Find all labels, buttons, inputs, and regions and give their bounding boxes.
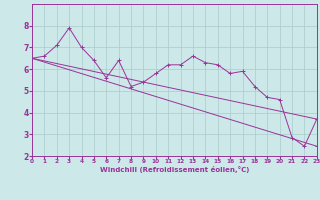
X-axis label: Windchill (Refroidissement éolien,°C): Windchill (Refroidissement éolien,°C) bbox=[100, 166, 249, 173]
